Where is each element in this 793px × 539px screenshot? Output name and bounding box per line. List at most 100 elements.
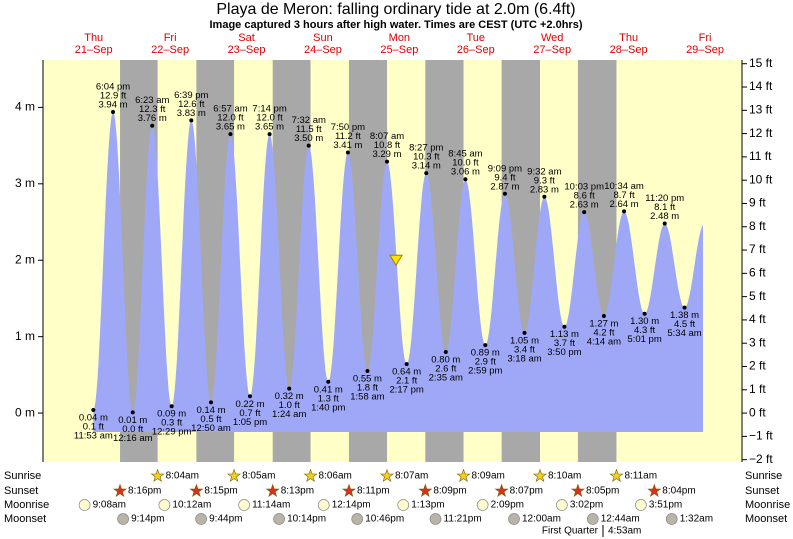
moonset-time: 11:21pm [444,514,482,525]
extreme-label: 9:09 pm [488,163,522,174]
moonset-icon [195,513,207,525]
extreme-label: 5:01 pm [627,334,661,345]
y2-tick-label: 3 ft [749,335,766,349]
day-name: Thu [619,32,638,44]
y2-tick-label: 2 ft [749,359,766,373]
extreme-label: 6:39 pm [174,90,208,101]
extreme-label: 12.0 ft [256,113,283,124]
extreme-label: 5:34 am [667,328,701,339]
day-date: 27–Sep [533,44,571,56]
extreme-label: 12:16 am [113,433,153,444]
extreme-label: 7:14 pm [252,104,286,115]
extreme-label: 3.14 m [412,161,441,172]
moonrise-icon [238,499,250,511]
extreme-label: 3:50 pm [547,347,581,358]
moonset-icon [351,513,364,525]
extreme-label: 1.05 m [510,335,539,346]
extreme-label: 3:18 am [507,353,541,364]
extreme-label: 1.3 ft [318,393,339,404]
y2-tick-label: 15 ft [749,56,773,70]
sunrise-time: 8:10am [548,471,581,482]
tide-extreme [287,386,292,391]
extreme-label: 3.7 ft [554,338,575,349]
extreme-label: 0.32 m [275,391,304,402]
moonset-time: 12:00am [522,514,561,525]
day-date: 23–Sep [228,44,266,56]
extreme-label: 9.3 ft [534,175,555,186]
extreme-label: 0.09 m [157,409,186,420]
extreme-label: 12.9 ft [100,90,127,101]
extreme-label: 0.01 m [118,415,147,426]
sunrise-icon [303,468,318,483]
extreme-label: 1.13 m [550,329,579,340]
extreme-label: 1:40 pm [311,402,345,413]
moonrise-icon [397,499,410,511]
moonrise-icon [317,499,330,511]
extreme-label: 0.22 m [235,399,264,410]
moonrise-time: 9:08am [93,500,126,511]
sunrise-icon [532,468,548,483]
extreme-label: 2.83 m [530,184,559,195]
sunset-time: 8:13pm [281,486,314,497]
extreme-label: 1.0 ft [279,400,300,411]
extreme-label: 9.4 ft [494,172,515,183]
tide-extreme [443,349,448,354]
moonrise-time: 12:14pm [332,500,371,511]
tide-extreme [562,324,567,329]
moonset-time: 1:32am [680,514,713,525]
extreme-label: 6:23 am [135,95,169,106]
extreme-label: 1:05 pm [233,417,267,428]
extreme-label: 2.9 ft [475,357,496,368]
sunset-time: 8:11pm [357,486,390,497]
y2-tick-label: 8 ft [749,219,766,233]
tide-extreme [463,177,468,182]
extreme-label: 11.5 ft [296,124,322,135]
day-date: 21–Sep [75,44,113,56]
y-tick-label: 3 m [15,176,35,190]
extreme-label: 0.1 ft [83,422,104,433]
moonrise-icon [78,499,91,511]
row-label: Moonrise [4,499,49,511]
tide-extreme [542,194,547,199]
tide-extreme [662,221,667,226]
current-level [389,254,403,267]
extreme-label: 2.1 ft [396,376,417,387]
tide-extreme [682,305,687,310]
extreme-label: 0.89 m [471,348,500,359]
extreme-label: 12.6 ft [178,99,205,110]
moon-phase-time: 4:53am [608,526,641,537]
tide-extreme [483,343,488,348]
extreme-label: 8.1 ft [654,202,675,213]
sunrise-icon [150,468,165,483]
moonset-time: 9:14pm [131,514,164,525]
y2-tick-label: 1 ft [749,382,766,396]
y2-tick-label: −1 ft [749,429,773,443]
extreme-label: 1:58 am [350,392,384,403]
tide-extreme [345,150,350,155]
sunrise-icon [379,468,395,483]
moonrise-time: 3:51pm [649,500,682,511]
extreme-label: 10.8 ft [374,140,401,151]
extreme-label: 0.14 m [196,405,225,416]
extreme-label: 2.87 m [490,181,519,192]
y2-tick-label: 9 ft [749,196,766,210]
sunrise-time: 8:09am [472,471,505,482]
extreme-label: 9:32 am [527,166,561,177]
row-label: Sunset [4,485,38,497]
row-label: Sunrise [4,470,41,482]
y2-tick-label: 6 ft [749,266,766,280]
extreme-label: 3.83 m [177,108,206,119]
extreme-label: 0.3 ft [161,418,182,429]
sunrise-time: 8:05am [242,471,275,482]
extreme-label: 4.3 ft [634,325,655,336]
sunset-icon [418,483,433,498]
extreme-label: 0.41 m [314,384,343,395]
extreme-label: 3.65 m [255,122,284,133]
extreme-label: 0.0 ft [122,424,143,435]
day-name: Wed [541,32,563,44]
moon-phase: First Quarter [542,526,599,537]
day-date: 25–Sep [380,44,418,56]
tide-extreme [582,210,587,215]
moonset-time: 9:44pm [209,514,242,525]
y2-tick-label: −2 ft [749,452,773,466]
